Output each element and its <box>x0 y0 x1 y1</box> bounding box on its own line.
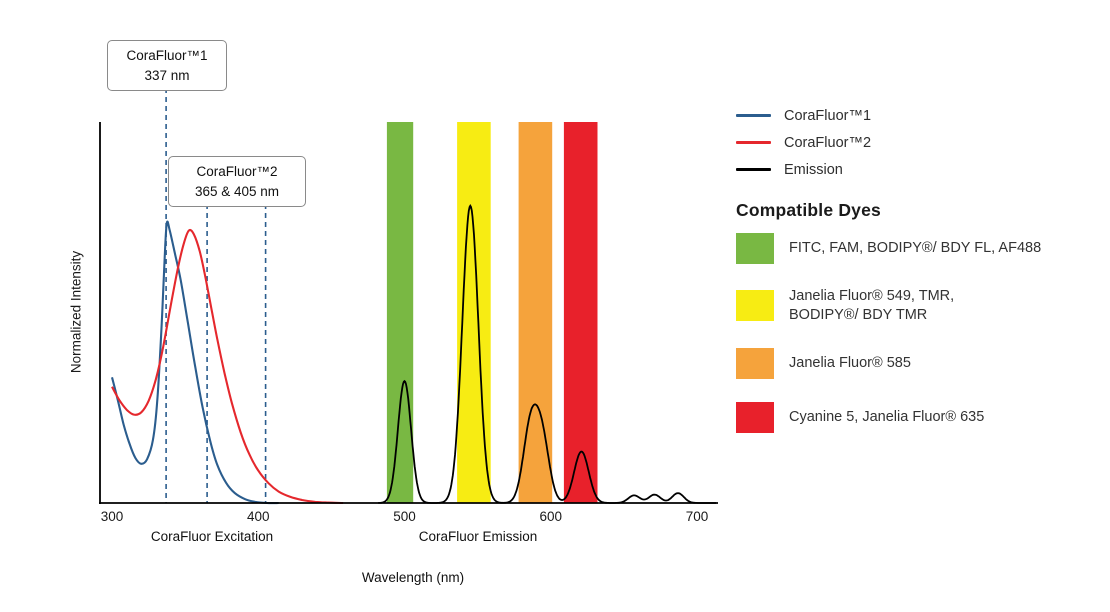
red-line-sample <box>736 141 771 144</box>
dye-band-red <box>563 122 598 503</box>
annotation-corafluor2-365-405: CoraFluor™2 365 & 405 nm <box>168 156 306 208</box>
x-tick-label-600: 600 <box>540 509 563 524</box>
excitation-curve-1 <box>110 220 279 505</box>
excitation-curve-2 <box>111 228 344 505</box>
dye-item-orange: Janelia Fluor® 585 <box>736 347 1041 379</box>
dye-item-yellow: Janelia Fluor® 549, TMR, BODIPY®/ BDY TM… <box>736 287 1041 325</box>
dye-item-label: Janelia Fluor® 585 <box>789 354 911 371</box>
dye-item-label: Cyanine 5, Janelia Fluor® 635 <box>789 408 985 425</box>
dye-item-red: Cyanine 5, Janelia Fluor® 635 <box>736 401 1041 433</box>
dye-band-orange <box>518 122 553 503</box>
legend-panel: CoraFluor™1 CoraFluor™2 Emission Compati… <box>728 0 1108 612</box>
dye-item-label: Janelia Fluor® 549, TMR, BODIPY®/ BDY TM… <box>789 288 955 323</box>
y-axis-title: Normalized Intensity <box>68 250 84 374</box>
legend-item-label: CoraFluor™1 <box>784 107 872 124</box>
x-tick-label-500: 500 <box>393 509 416 524</box>
annotation-title: CoraFluor™2 <box>196 164 278 179</box>
legend-item-corafluor1: CoraFluor™1 <box>736 106 871 125</box>
excitation-section-label: CoraFluor Excitation <box>150 529 274 544</box>
yellow-swatch <box>736 290 774 322</box>
legend-item-label: CoraFluor™2 <box>784 134 872 151</box>
spectra-chart: 300 400 500 600 700 <box>99 88 718 524</box>
dye-item-green: FITC, FAM, BODIPY®/ BDY FL, AF488 <box>736 233 1041 264</box>
dye-band-green <box>386 122 414 503</box>
green-swatch <box>736 233 774 264</box>
compatible-dyes-list: FITC, FAM, BODIPY®/ BDY FL, AF488 Janeli… <box>736 233 1041 433</box>
red-swatch <box>736 401 774 433</box>
annotation-value: 337 nm <box>144 67 190 83</box>
dye-item-label: FITC, FAM, BODIPY®/ BDY FL, AF488 <box>789 240 1042 257</box>
x-tick-label-700: 700 <box>686 509 709 524</box>
series-legend: CoraFluor™1 CoraFluor™2 Emission <box>736 106 871 179</box>
blue-line-sample <box>736 114 771 117</box>
compatible-dyes-heading: Compatible Dyes <box>736 200 881 220</box>
annotation-corafluor1-337: CoraFluor™1 337 nm <box>107 40 227 92</box>
annotation-title: CoraFluor™1 <box>126 48 208 63</box>
annotation-value: 365 & 405 nm <box>194 183 280 199</box>
black-line-sample <box>736 168 771 171</box>
x-tick-label-400: 400 <box>247 509 270 524</box>
x-axis-title: Wavelength (nm) <box>361 570 465 585</box>
x-tick-label-300: 300 <box>101 509 124 524</box>
orange-swatch <box>736 347 774 379</box>
legend-item-label: Emission <box>784 161 843 178</box>
legend-item-emission: Emission <box>736 160 871 179</box>
legend-item-corafluor2: CoraFluor™2 <box>736 133 871 152</box>
emission-section-label: CoraFluor Emission <box>418 529 538 544</box>
